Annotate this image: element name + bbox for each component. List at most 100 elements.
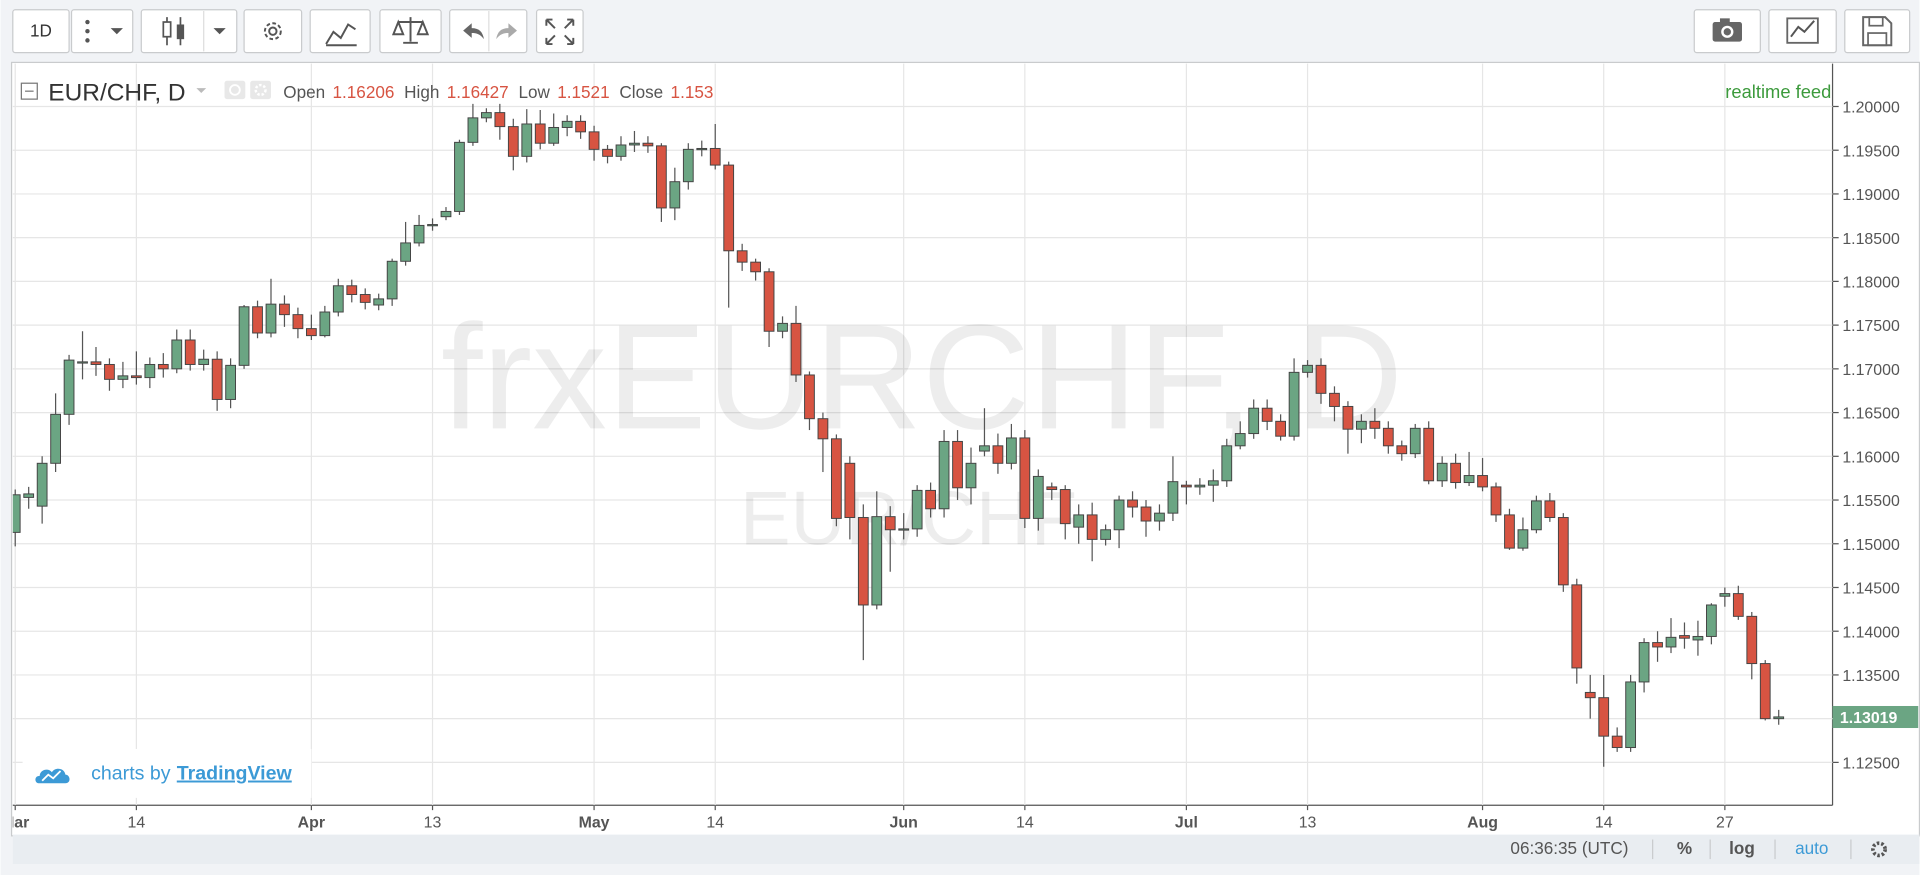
- candle-body: [1356, 420, 1367, 430]
- interval-button[interactable]: [12, 9, 70, 54]
- candle-body: [144, 363, 156, 379]
- candle-body: [1059, 489, 1071, 525]
- candle-body: [1261, 407, 1273, 422]
- candle-body: [427, 224, 438, 227]
- candle-body: [1665, 636, 1677, 648]
- candle-body: [1409, 427, 1421, 455]
- x-tick-label: 14: [1595, 814, 1613, 831]
- candle-body: [1652, 642, 1663, 648]
- candle-body: [265, 303, 277, 334]
- candle-body: [12, 494, 21, 533]
- settings-gear[interactable]: [1871, 841, 1888, 858]
- candle-body: [400, 242, 411, 262]
- candle-body: [1181, 484, 1192, 488]
- candle-body: [1302, 364, 1313, 373]
- candle-body: [1759, 663, 1771, 720]
- candle-body: [104, 363, 115, 380]
- branding-link[interactable]: TradingView: [177, 763, 293, 785]
- candle-body: [1194, 484, 1206, 488]
- ohlc-value: 1.153: [671, 82, 714, 102]
- candle-body: [1450, 462, 1462, 484]
- candle-body: [90, 361, 102, 365]
- x-tick-label: May: [579, 814, 610, 831]
- candle-body: [1692, 635, 1704, 641]
- candle-body: [1746, 615, 1758, 665]
- indicators-button[interactable]: [309, 9, 371, 54]
- chart-style-button[interactable]: [140, 9, 238, 54]
- candle-body: [1557, 517, 1569, 586]
- candle-body: [1517, 529, 1529, 549]
- candle-body: [682, 148, 694, 183]
- candle-body: [1248, 407, 1260, 435]
- candle-body: [1638, 642, 1650, 683]
- toolbar: 1D: [12, 9, 1911, 54]
- candle-body: [1436, 462, 1448, 482]
- candle-body: [817, 418, 829, 440]
- candle-body: [1288, 371, 1300, 437]
- branding-prefix: charts by: [91, 763, 171, 785]
- candle-body: [1732, 593, 1744, 617]
- candle-body: [723, 164, 735, 252]
- x-tick-label: 13: [424, 814, 442, 831]
- ohlc-value: 1.16206: [333, 82, 395, 102]
- x-tick-label: 14: [1016, 814, 1034, 831]
- candle-body: [548, 126, 560, 144]
- candle-body: [884, 516, 896, 531]
- interval-menu[interactable]: [70, 9, 134, 54]
- candle-body: [346, 285, 358, 296]
- candle-body: [1611, 735, 1623, 749]
- candle-body: [709, 147, 721, 166]
- x-tick-label: Mar: [1, 814, 29, 831]
- x-tick-label: Jun: [890, 814, 918, 831]
- candle-body: [23, 493, 35, 498]
- candle-body: [36, 462, 48, 507]
- y-tick-label: 1.12500: [1842, 756, 1900, 773]
- candle-body: [952, 440, 963, 489]
- last-price-label: 1.13019: [1840, 710, 1898, 727]
- candle-body: [1490, 486, 1502, 516]
- ohlc-label: Low: [518, 82, 550, 102]
- candle-body: [871, 516, 883, 606]
- candle-body: [1154, 512, 1165, 522]
- candle-body: [844, 462, 856, 519]
- candle-body: [63, 359, 75, 415]
- candle-body: [413, 224, 425, 244]
- candle-body: [561, 120, 573, 128]
- candle-body: [1329, 392, 1340, 407]
- candle-body: [319, 311, 331, 337]
- candle-body: [804, 374, 815, 420]
- ohlc-legend: Open 1.16206 High 1.16427 Low 1.1521 Close 1.15…: [283, 82, 713, 102]
- candle-body: [117, 375, 129, 380]
- auto-toggle[interactable]: auto: [1795, 838, 1828, 858]
- candle-body: [1006, 437, 1017, 464]
- symbol-title: EUR/CHF, D: [48, 79, 185, 106]
- x-tick-labels: Mar 14 Apr 13 May 14 Jun 14 Jul 13 Aug 14 27: [1, 814, 1734, 831]
- candle-body: [130, 375, 142, 379]
- candle-body: [750, 261, 761, 273]
- y-tick-label: 1.18500: [1842, 231, 1900, 248]
- save-button[interactable]: [1844, 9, 1911, 54]
- y-tick-label: 1.13500: [1842, 668, 1900, 685]
- candle-body: [1086, 514, 1098, 540]
- candle-body: [1598, 697, 1610, 737]
- candle-body: [979, 445, 990, 452]
- log-toggle[interactable]: log: [1729, 838, 1755, 858]
- y-tick-label: 1.17000: [1842, 362, 1900, 379]
- candle-body: [494, 112, 506, 128]
- candle-body: [925, 489, 937, 510]
- candle-body: [386, 260, 398, 300]
- candle-body: [1113, 499, 1125, 531]
- percent-toggle[interactable]: %: [1677, 838, 1692, 858]
- y-tick-label: 1.15000: [1842, 537, 1900, 554]
- candle-body: [615, 144, 627, 157]
- fullscreen-button[interactable]: [535, 9, 584, 54]
- y-tick-label: 1.16500: [1842, 406, 1900, 423]
- candle-body: [1706, 604, 1717, 637]
- candle-body: [292, 314, 304, 330]
- watermark: frxEURCHF, D: [441, 293, 1403, 460]
- y-tick-label: 1.19500: [1842, 143, 1900, 160]
- candle-body: [655, 145, 667, 209]
- y-tick-label: 1.19000: [1842, 187, 1900, 204]
- candle-body: [831, 438, 842, 519]
